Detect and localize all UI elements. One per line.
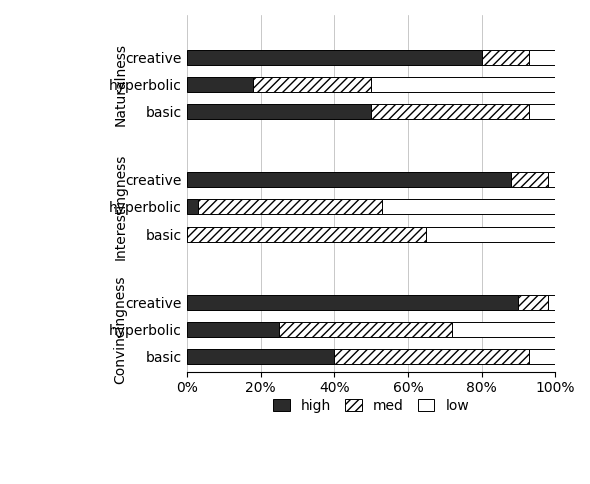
Bar [187, 199, 198, 214]
Bar [187, 295, 519, 310]
Bar [519, 295, 548, 310]
Bar [427, 227, 555, 242]
Text: Interestingness: Interestingness [114, 154, 127, 260]
Bar [371, 104, 529, 119]
Bar [187, 227, 427, 242]
Bar [187, 50, 481, 65]
Bar [198, 199, 382, 214]
Bar [529, 104, 555, 119]
Bar [529, 50, 555, 65]
Text: Naturalness: Naturalness [114, 43, 127, 126]
Bar [371, 77, 555, 92]
Bar [187, 322, 279, 337]
Bar [452, 322, 555, 337]
Legend: high, med, low: high, med, low [267, 393, 474, 418]
Bar [529, 349, 555, 364]
Bar [187, 77, 253, 92]
Bar [382, 199, 555, 214]
Bar [481, 50, 529, 65]
Bar [279, 322, 452, 337]
Bar [187, 104, 371, 119]
Bar [335, 349, 529, 364]
Text: Convincingness: Convincingness [114, 275, 127, 384]
Bar [548, 295, 555, 310]
Bar [187, 349, 335, 364]
Bar [548, 172, 555, 187]
Bar [253, 77, 371, 92]
Bar [187, 172, 511, 187]
Bar [511, 172, 548, 187]
